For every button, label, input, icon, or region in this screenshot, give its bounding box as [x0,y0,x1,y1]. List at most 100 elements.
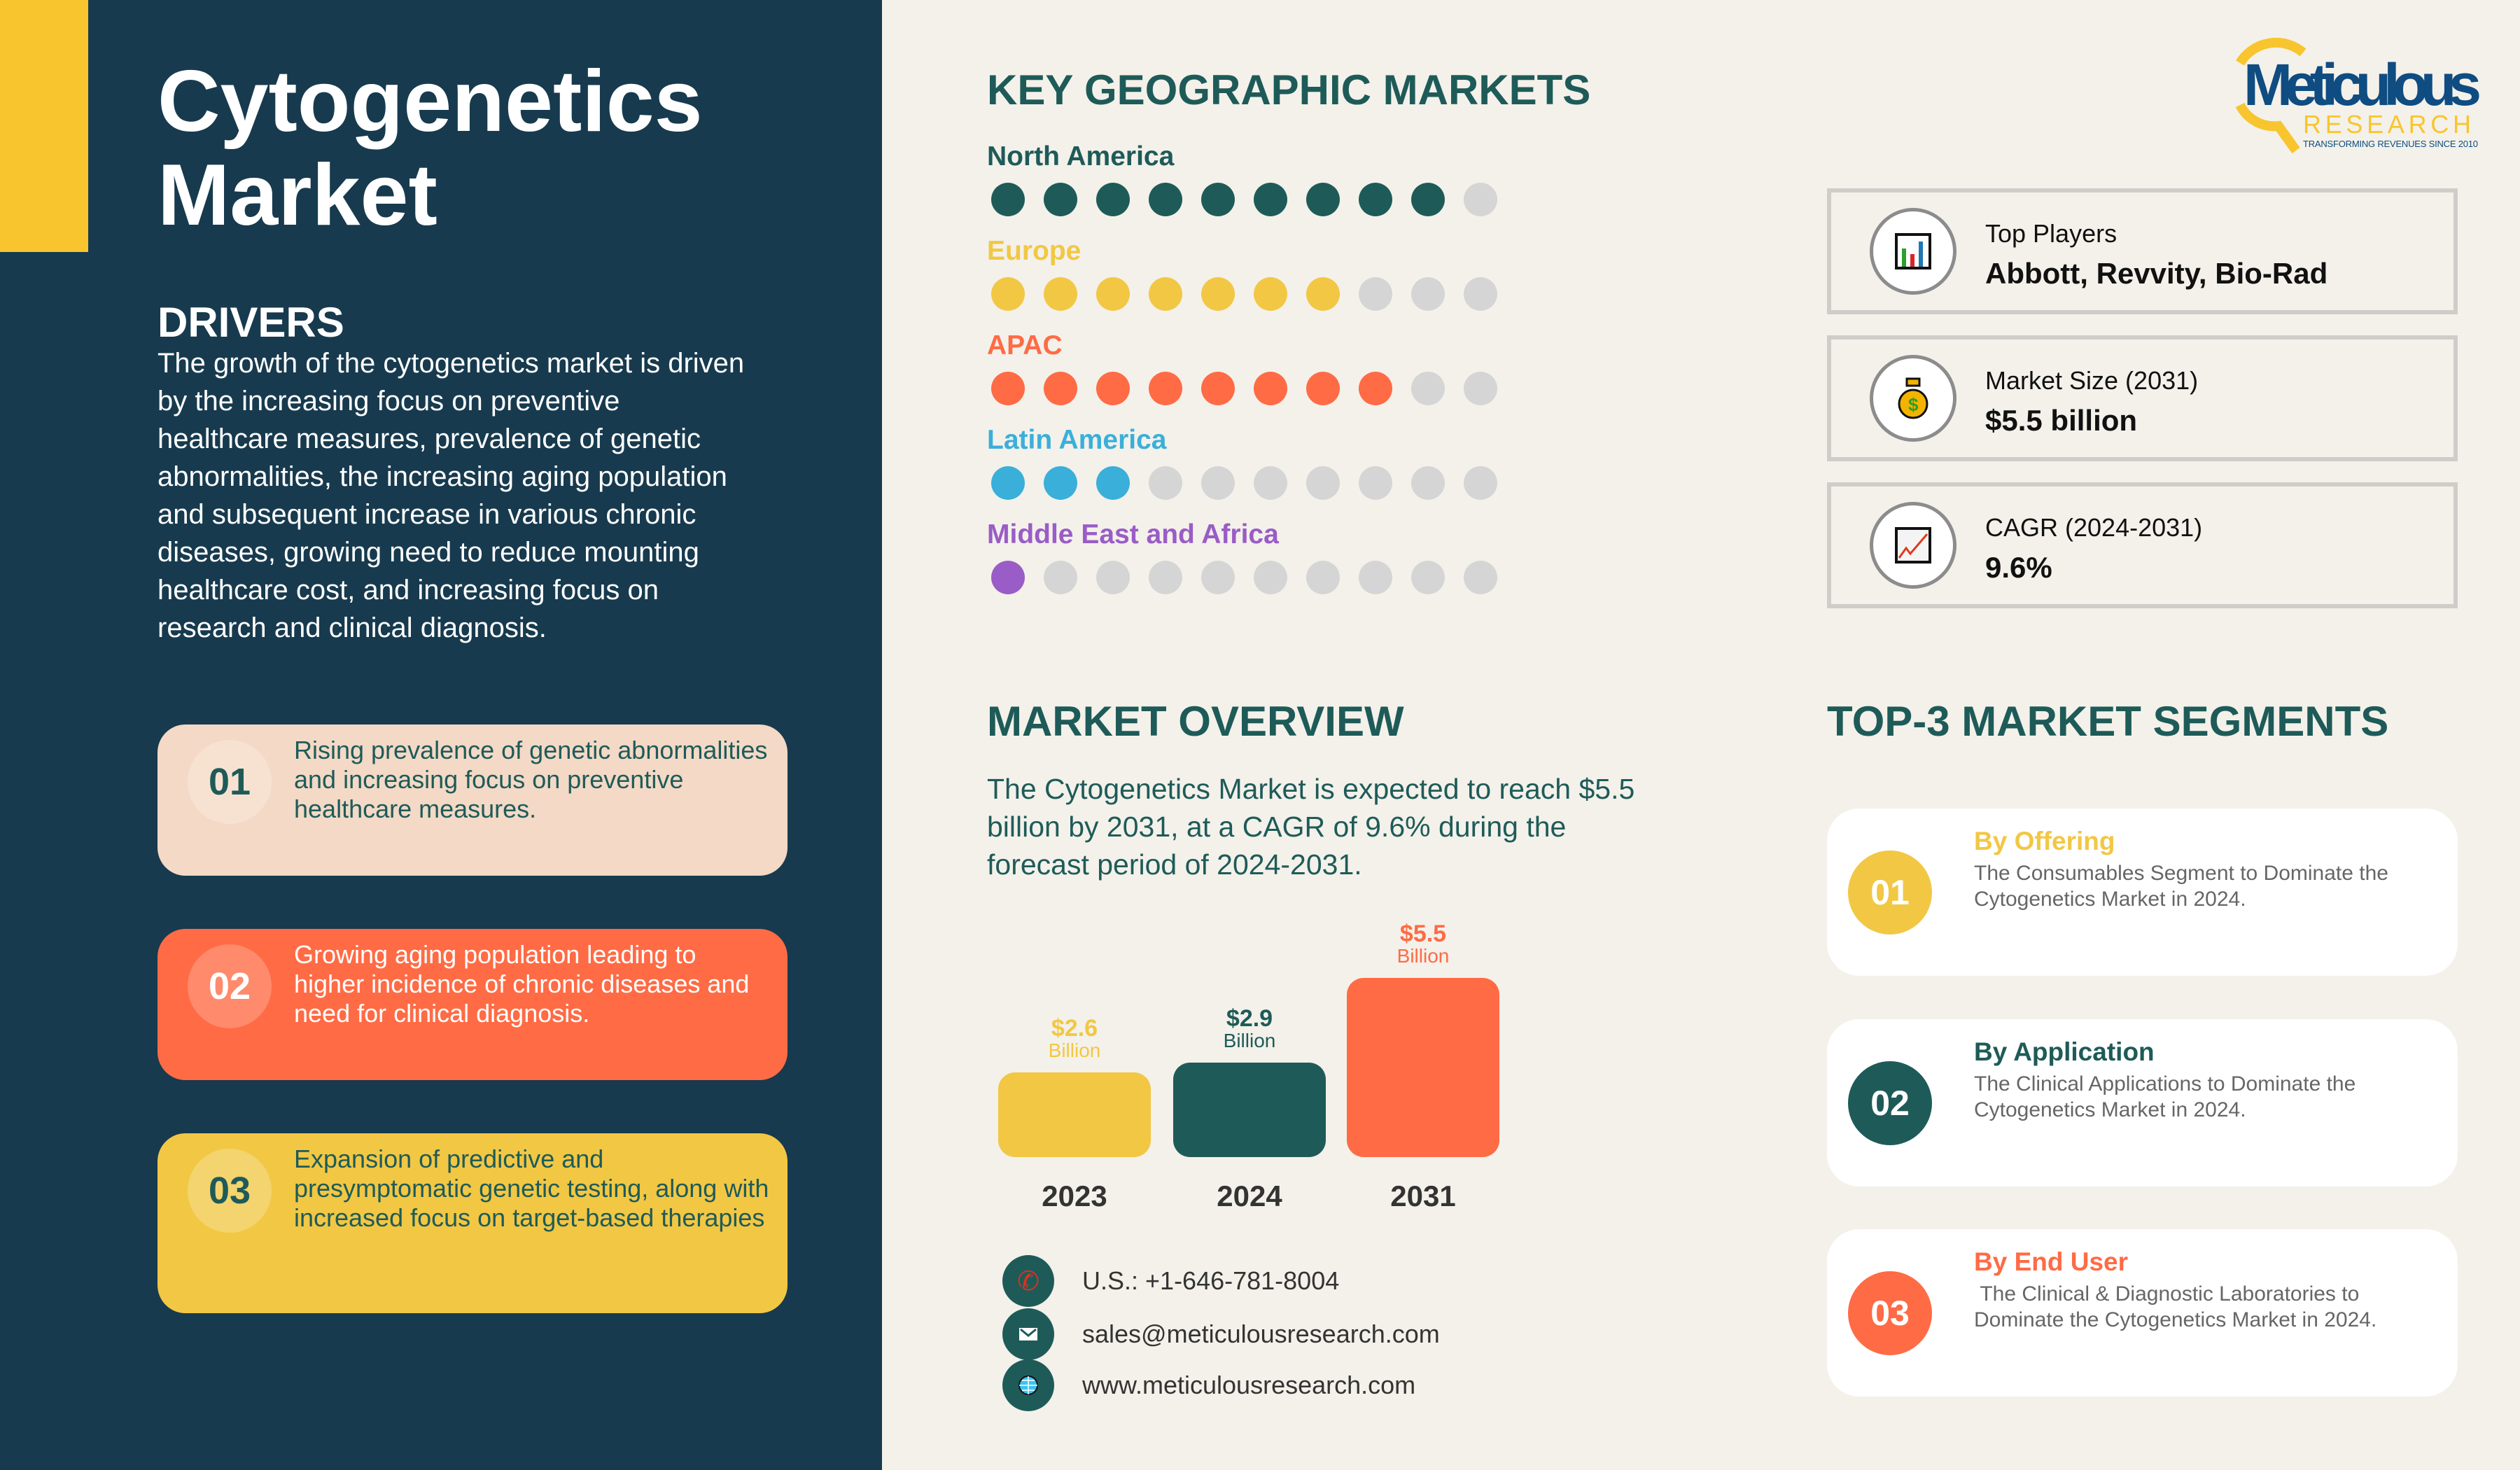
dot-empty [1464,277,1497,311]
dot-filled [991,372,1025,405]
segment-title: By Offering [1974,827,2115,855]
contact-website[interactable]: www.meticulousresearch.com [1002,1359,1415,1411]
dot-empty [1411,277,1445,311]
segment-number: 03 [1848,1271,1932,1355]
dot-filled [1044,372,1077,405]
dot-filled [991,277,1025,311]
geo-heading: KEY GEOGRAPHIC MARKETS [987,66,1591,113]
dot-empty [1359,277,1392,311]
contact-email[interactable]: sales@meticulousresearch.com [1002,1308,1440,1360]
page-title: Cytogenetics Market [158,53,703,244]
segment-card: 01 By Offering The Consumables Segment to … [1827,808,2458,976]
dot-empty [1464,183,1497,216]
region-label: Europe [987,236,1082,266]
dot-filled [1096,372,1130,405]
info-value: 9.6% [1985,551,2052,584]
segment-number: 02 [1848,1061,1932,1145]
info-value: $5.5 billion [1985,404,2138,437]
bar-unit: Billion [1048,1040,1101,1062]
overview-text: The Cytogenetics Market is expected to r… [987,773,1635,881]
dot-empty [1359,466,1392,500]
region-label: Middle East and Africa [987,519,1279,550]
driver-card: 03 Expansion of predictive and presympto… [158,1133,788,1313]
segment-number: 01 [1848,850,1932,934]
svg-text:TRANSFORMING REVENUES SINCE 20: TRANSFORMING REVENUES SINCE 2010 [2303,139,2478,149]
drivers-text: The growth of the cytogenetics market is… [158,348,745,643]
dot-filled [1096,466,1130,500]
driver-text: Expansion of predictive and presymptomat… [294,1144,769,1232]
bar-2023 [998,1072,1151,1157]
dot-filled [1254,372,1287,405]
driver-number: 01 [188,740,272,824]
dot-empty [1201,561,1235,594]
dot-empty [1201,466,1235,500]
segment-description: The Clinical Applications to Dominate th… [1974,1072,2362,1121]
magnifier-logo-icon: Meticulous RESEARCH TRANSFORMING REVENUE… [2235,37,2482,154]
dot-filled [1254,277,1287,311]
bar-unit: Billion [1396,945,1450,967]
segment-card: 03 By End User The Clinical & Diagnostic … [1827,1229,2458,1396]
contact-phone[interactable]: ✆ U.S.: +1-646-781-8004 [1002,1255,1339,1307]
dot-filled [1096,183,1130,216]
dot-empty [1149,466,1182,500]
driver-text: Growing aging population leading to high… [294,940,750,1028]
dot-filled [1359,372,1392,405]
line-chart-icon [1870,502,1956,589]
segment-description: The Clinical & Diagnostic Laboratories t… [1974,1282,2377,1331]
dot-filled [1306,372,1340,405]
overview-heading: MARKET OVERVIEW [987,698,1404,745]
bar-value-label: $2.6 Billion [998,1016,1151,1061]
dot-filled [1359,183,1392,216]
info-card-cagr: CAGR (2024-2031) 9.6% [1827,482,2458,608]
info-label: CAGR (2024-2031) [1985,513,2203,542]
bar-value-label: $5.5 Billion [1347,922,1499,967]
drivers-heading: DRIVERS [158,299,344,346]
dot-filled [1044,277,1077,311]
region-label: North America [987,141,1175,172]
bar-value: $2.9 [1226,1005,1273,1032]
dot-empty [1044,561,1077,594]
dot-empty [1411,466,1445,500]
dot-empty [1411,372,1445,405]
x-tick-label: 2023 [1042,1180,1107,1212]
info-card-top-players: Top Players Abbott, Revvity, Bio-Rad [1827,188,2458,314]
svg-text:Meticulous: Meticulous [2244,52,2482,118]
segment-title: By End User [1974,1247,2129,1276]
info-card-market-size: $ Market Size (2031) $5.5 billion [1827,335,2458,461]
dot-filled [1149,372,1182,405]
region-label: APAC [987,330,1063,360]
driver-text: Rising prevalence of genetic abnormaliti… [294,736,768,823]
info-label: Market Size (2031) [1985,366,2199,395]
driver-number: 03 [188,1149,272,1233]
phone-text: U.S.: +1-646-781-8004 [1082,1266,1340,1295]
segments-heading: TOP-3 MARKET SEGMENTS [1827,698,2389,745]
dot-filled [1201,277,1235,311]
logo: Meticulous RESEARCH TRANSFORMING REVENUE… [2226,35,2485,154]
dot-empty [1149,561,1182,594]
driver-card: 02 Growing aging population leading to h… [158,929,788,1080]
bar-unit: Billion [1223,1030,1276,1052]
dot-filled [1201,372,1235,405]
mail-icon [1002,1308,1054,1360]
dot-filled [991,183,1025,216]
dot-filled [1044,466,1077,500]
dot-empty [1254,561,1287,594]
dot-empty [1306,561,1340,594]
dot-filled [991,466,1025,500]
money-bag-icon: $ [1870,355,1956,442]
segment-card: 02 By Application The Clinical Application… [1827,1019,2458,1186]
dot-filled [1096,277,1130,311]
dot-filled [1201,183,1235,216]
x-tick-label: 2031 [1390,1180,1456,1212]
email-text: sales@meticulousresearch.com [1082,1320,1440,1348]
dot-filled [1254,183,1287,216]
dot-empty [1359,561,1392,594]
bar-value: $5.5 [1399,920,1447,948]
driver-card: 01 Rising prevalence of genetic abnormal… [158,724,788,876]
segment-description: The Consumables Segment to Dominate the … [1974,862,2395,911]
dot-empty [1464,372,1497,405]
bar-chart-icon [1870,208,1956,295]
dot-empty [1464,561,1497,594]
x-tick-label: 2024 [1217,1180,1282,1212]
svg-text:$: $ [1908,394,1919,415]
